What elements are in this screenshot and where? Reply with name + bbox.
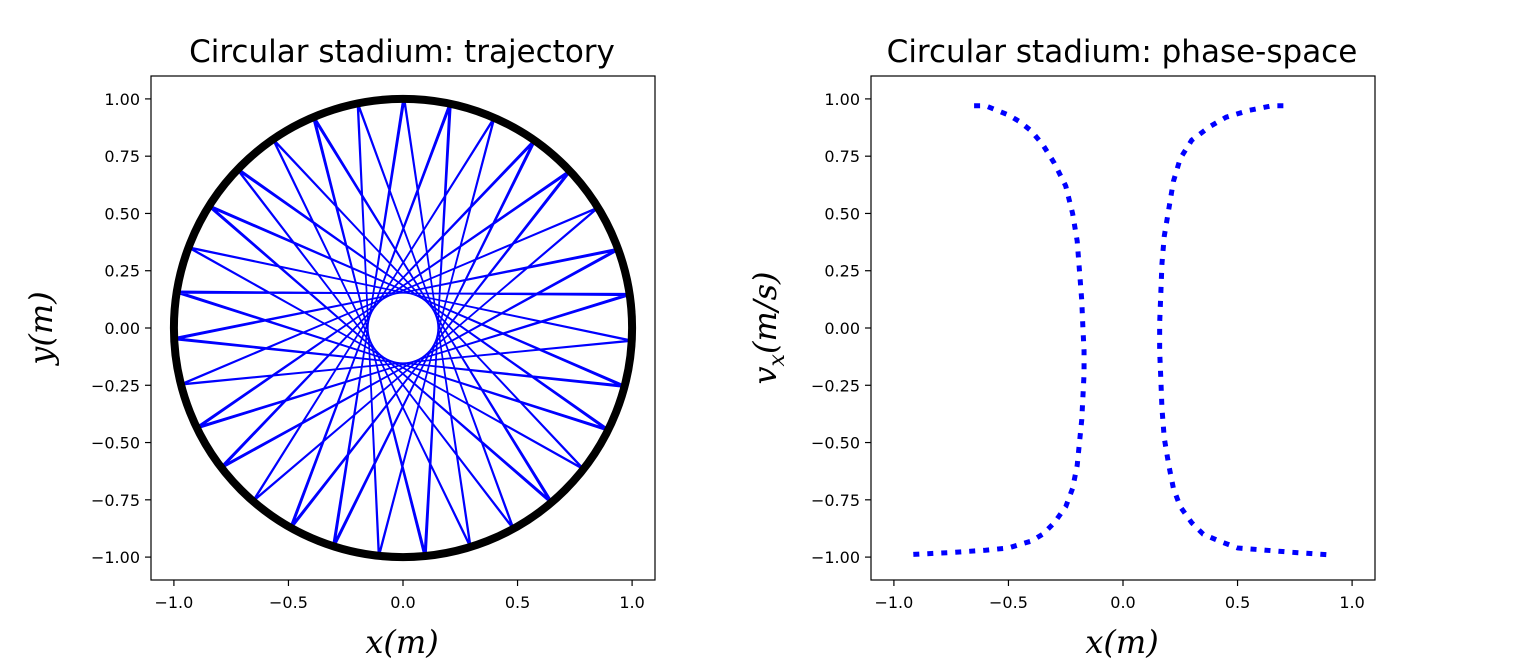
- trajectory-y-tick-label: 0.50: [104, 204, 140, 223]
- phase-space-y-tick-label: 0.50: [824, 204, 860, 223]
- trajectory-center-hole: [368, 293, 438, 363]
- phase-space-x-axis-label: x(m): [1085, 623, 1158, 661]
- trajectory-x-tick-label: 0.0: [390, 593, 415, 612]
- trajectory-x-tick-label: 1.0: [619, 593, 644, 612]
- phase-space-y-tick-label: −0.75: [811, 491, 860, 510]
- phase-space-y-label-main: v: [746, 366, 784, 384]
- phase-space-series-1-line: [1157, 103, 1330, 558]
- phase-space-x-tick-label: −0.5: [989, 593, 1028, 612]
- trajectory-title: Circular stadium: trajectory: [189, 34, 615, 70]
- phase-space-y-ticks: 1.00 0.75 0.50 0.25 0.00 −0.25 −0.50 −0.75 −1.00: [811, 90, 871, 567]
- phase-space-y-tick-label: 0.00: [824, 319, 860, 338]
- trajectory-y-axis-label: y(m): [22, 291, 60, 366]
- phase-space-title: Circular stadium: phase-space: [887, 34, 1358, 70]
- phase-space-y-tick-label: 1.00: [824, 90, 860, 109]
- trajectory-y-tick-label: −0.25: [91, 376, 140, 395]
- phase-space-y-label-sub: x: [765, 353, 790, 366]
- phase-space-plot-area: [905, 103, 1330, 558]
- trajectory-y-tick-label: −0.50: [91, 434, 140, 453]
- phase-space-y-axis-label: vx(m/s): [746, 271, 790, 384]
- trajectory-x-tick-label: 0.5: [505, 593, 530, 612]
- trajectory-x-ticks: −1.0 −0.5 0.0 0.5 1.0: [154, 580, 645, 612]
- trajectory-y-tick-label: 0.75: [104, 147, 140, 166]
- trajectory-y-tick-label: −1.00: [91, 548, 140, 567]
- phase-space-y-tick-label: −0.25: [811, 376, 860, 395]
- phase-space-axes-frame: [870, 75, 1376, 581]
- phase-space-x-tick-label: 0.0: [1110, 593, 1135, 612]
- trajectory-y-tick-label: 0.00: [104, 319, 140, 338]
- trajectory-plot-area: [169, 94, 637, 562]
- phase-space-panel: Circular stadium: phase-space −1.0 −0.5 0.…: [746, 34, 1376, 661]
- phase-space-y-tick-label: 0.25: [824, 262, 860, 281]
- phase-space-series-0-line: [905, 103, 1087, 558]
- trajectory-panel: Circular stadium: trajectory −1.0 −0.5 0.0…: [22, 34, 656, 661]
- trajectory-x-tick-label: −1.0: [154, 593, 193, 612]
- trajectory-x-axis-label: x(m): [365, 623, 438, 661]
- phase-space-x-ticks: −1.0 −0.5 0.0 0.5 1.0: [874, 580, 1365, 612]
- trajectory-y-ticks: 1.00 0.75 0.50 0.25 0.00 −0.25 −0.50 −0.75 −1.00: [91, 90, 151, 567]
- phase-space-y-tick-label: −1.00: [811, 548, 860, 567]
- trajectory-y-tick-label: −0.75: [91, 491, 140, 510]
- trajectory-y-tick-label: 1.00: [104, 90, 140, 109]
- trajectory-boundary-circle: [169, 94, 637, 562]
- phase-space-x-tick-label: −1.0: [874, 593, 913, 612]
- trajectory-x-tick-label: −0.5: [269, 593, 308, 612]
- trajectory-y-tick-label: 0.25: [104, 262, 140, 281]
- phase-space-y-tick-label: −0.50: [811, 434, 860, 453]
- phase-space-x-tick-label: 0.5: [1225, 593, 1250, 612]
- phase-space-y-label-rest: (m/s): [746, 271, 784, 354]
- phase-space-y-tick-label: 0.75: [824, 147, 860, 166]
- phase-space-x-tick-label: 1.0: [1339, 593, 1364, 612]
